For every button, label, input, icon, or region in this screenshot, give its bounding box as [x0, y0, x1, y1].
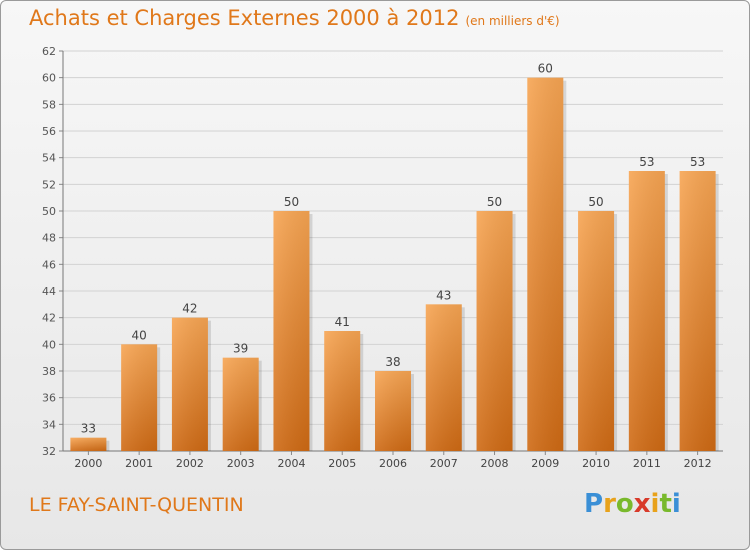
data-label: 40 — [132, 328, 147, 342]
x-tick-label: 2010 — [582, 457, 610, 470]
y-tick-label: 42 — [42, 312, 56, 325]
x-tick-label: 2000 — [74, 457, 102, 470]
bar-shade — [476, 211, 513, 451]
x-tick-label: 2007 — [430, 457, 458, 470]
data-label: 43 — [436, 288, 451, 302]
data-label: 50 — [284, 195, 299, 209]
y-tick-label: 62 — [42, 45, 56, 58]
bar-shade — [578, 211, 615, 451]
x-tick-label: 2009 — [531, 457, 559, 470]
bar-shade — [121, 344, 158, 451]
data-label: 60 — [538, 62, 553, 76]
data-label: 42 — [182, 302, 197, 316]
bar-shade — [273, 211, 310, 451]
town-name: LE FAY-SAINT-QUENTIN — [29, 494, 244, 516]
chart-subtitle: (en milliers d'€) — [465, 14, 560, 28]
y-tick-label: 38 — [42, 365, 56, 378]
data-label: 41 — [335, 315, 350, 329]
bar-shade — [324, 331, 361, 451]
x-tick-label: 2006 — [379, 457, 407, 470]
y-tick-label: 40 — [42, 338, 56, 351]
bar-shade — [70, 437, 107, 451]
x-tick-label: 2011 — [633, 457, 661, 470]
x-tick-label: 2004 — [277, 457, 305, 470]
proxiti-logo[interactable]: Proxiti — [584, 489, 681, 519]
data-label: 53 — [690, 155, 705, 169]
x-tick-label: 2003 — [227, 457, 255, 470]
data-label: 50 — [487, 195, 502, 209]
bar-shade — [679, 171, 716, 451]
y-tick-label: 46 — [42, 258, 56, 271]
y-tick-label: 60 — [42, 72, 56, 85]
data-label: 53 — [639, 155, 654, 169]
x-tick-label: 2001 — [125, 457, 153, 470]
y-tick-label: 52 — [42, 178, 56, 191]
y-tick-label: 32 — [42, 445, 56, 458]
bar-shade — [425, 304, 462, 451]
y-tick-label: 56 — [42, 125, 56, 138]
y-tick-label: 34 — [42, 418, 56, 431]
bar-shade — [628, 171, 665, 451]
bar-shade — [171, 317, 208, 451]
bar-shade — [527, 77, 564, 452]
data-label: 38 — [385, 355, 400, 369]
data-label: 50 — [588, 195, 603, 209]
x-tick-label: 2002 — [176, 457, 204, 470]
chart-title: Achats et Charges Externes 2000 à 2012 — [29, 6, 460, 30]
y-tick-label: 58 — [42, 98, 56, 111]
label-layer: 33 2000 40 2001 42 2002 39 2003 50 2004 41 2005 38 20… — [74, 62, 711, 470]
x-tick-label: 2005 — [328, 457, 356, 470]
bar-layer — [70, 77, 719, 452]
x-tick-label: 2008 — [481, 457, 509, 470]
y-tick-label: 50 — [42, 205, 56, 218]
data-label: 33 — [81, 422, 96, 436]
y-tick-label: 36 — [42, 392, 56, 405]
bar-shade — [375, 371, 411, 451]
y-tick-label: 44 — [42, 285, 56, 298]
title-row: Achats et Charges Externes 2000 à 2012 (e… — [29, 6, 560, 30]
data-label: 39 — [233, 342, 248, 356]
bar-shade — [222, 357, 259, 451]
y-tick-label: 48 — [42, 232, 56, 245]
x-tick-label: 2012 — [684, 457, 712, 470]
y-tick-label: 54 — [42, 152, 56, 165]
